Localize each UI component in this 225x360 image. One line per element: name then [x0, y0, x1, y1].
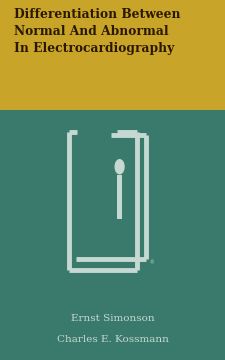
- Text: Ernst Simonson: Ernst Simonson: [71, 314, 154, 323]
- Text: Charles E. Kossmann: Charles E. Kossmann: [57, 335, 168, 343]
- Text: Differentiation Between
Normal And Abnormal
In Electrocardiography: Differentiation Between Normal And Abnor…: [14, 8, 179, 54]
- Bar: [117, 175, 121, 219]
- Text: ®: ®: [149, 261, 153, 265]
- Circle shape: [115, 160, 124, 174]
- Bar: [0, 0, 225, 110]
